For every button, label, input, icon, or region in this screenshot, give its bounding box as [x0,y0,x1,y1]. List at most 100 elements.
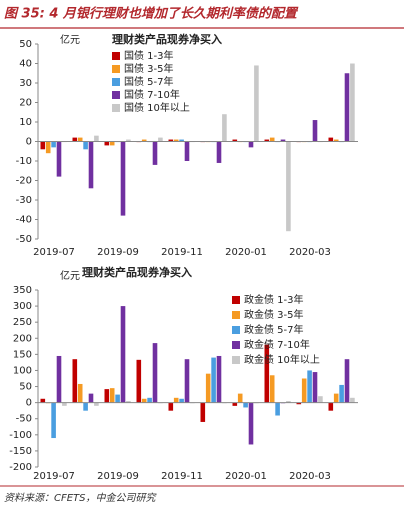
bar [40,398,46,403]
bar [248,402,254,445]
y-tick-label: 100 [13,365,32,376]
bar [286,141,291,232]
bar [115,394,120,403]
bar [350,397,355,403]
bar [280,139,286,142]
bar [184,141,190,161]
bar [318,396,323,403]
bar [205,373,211,403]
bar [109,141,115,146]
bar [62,402,67,406]
legend-swatch [232,356,240,364]
legend-label: 政金债 3-5年 [244,308,304,321]
bar [56,141,62,177]
bar [184,359,190,403]
legend-title: 理财类产品现券净买入 [82,265,192,279]
legend-swatch [112,91,120,99]
bar [173,397,179,403]
y-tick-label: 200 [13,333,32,344]
x-tick-label: 2019-11 [161,471,203,482]
legend-label: 政金债 5-7年 [244,323,304,336]
x-tick-label: 2019-09 [97,471,139,482]
y-tick-label: 10 [19,117,32,128]
bar [120,141,126,216]
y-tick-label: -10 [16,156,32,167]
y-tick-label: -50 [16,234,32,245]
legend-title: 理财类产品现券净买入 [112,32,222,46]
legend-swatch [112,52,120,60]
y-tick-label: 350 [13,285,32,296]
y-tick-label: 20 [19,98,32,109]
bar [152,343,158,403]
bar [269,375,275,403]
legend-swatch [232,311,240,319]
y-tick-label: 250 [13,317,32,328]
bar [51,141,56,148]
bar [77,383,83,403]
y-tick-label: -100 [9,430,32,441]
bar [264,139,270,142]
bar [286,401,291,403]
bar [147,397,152,403]
bar [152,141,158,165]
bar [339,384,344,403]
figure-title: 图 35: 4 月银行理财也增加了长久期利率债的配置 [4,6,299,22]
bar [216,355,222,403]
bar [126,401,131,403]
bar [40,141,46,150]
bar [104,141,110,146]
bar [168,402,174,411]
bar [350,63,355,142]
x-tick-label: 2020-01 [225,471,267,482]
bar [275,402,280,416]
unit-label: 亿元 [60,33,80,46]
bar [141,139,147,142]
y-tick-label: -200 [9,462,32,473]
x-tick-label: 2019-07 [33,471,75,482]
bar [312,120,318,142]
bar [344,359,350,403]
bar [248,141,254,148]
bar [94,135,99,142]
legend-label: 国债 3-5年 [124,62,174,75]
y-tick-label: 50 [19,39,32,50]
bar [328,402,334,411]
x-tick-label: 2019-07 [33,247,75,258]
legend-label: 国债 5-7年 [124,75,174,88]
bar [232,139,238,142]
bar [179,398,184,403]
y-tick-label: 0 [26,398,32,409]
bar [254,65,259,142]
legend-label: 国债 7-10年 [124,88,180,101]
y-tick-label: 40 [19,59,32,70]
legend-swatch [232,341,240,349]
x-tick-label: 2020-03 [289,471,331,482]
bar [109,388,115,403]
bar [94,402,99,406]
legend-swatch [232,326,240,334]
bar [179,139,184,142]
bar [333,393,339,403]
bar [173,139,179,142]
legend-swatch [232,296,240,304]
bar [77,137,83,142]
y-tick-label: -40 [16,215,32,226]
source: 资料来源：CFETS，中金公司研究 [4,492,158,504]
bar [104,389,110,403]
legend-swatch [112,78,120,86]
legend-label: 国债 10年以上 [124,101,190,114]
bar [83,141,88,150]
bar [88,141,94,189]
bar [269,137,275,142]
legend-label: 国债 1-3年 [124,49,174,62]
y-tick-label: -50 [16,414,32,425]
bar [216,141,222,163]
legend-label: 政金债 1-3年 [244,293,304,306]
bar [243,402,248,408]
x-tick-label: 2020-01 [225,247,267,258]
bar [158,137,163,142]
bar [200,402,206,422]
legend-label: 政金债 10年以上 [244,353,320,366]
bar [120,306,126,403]
